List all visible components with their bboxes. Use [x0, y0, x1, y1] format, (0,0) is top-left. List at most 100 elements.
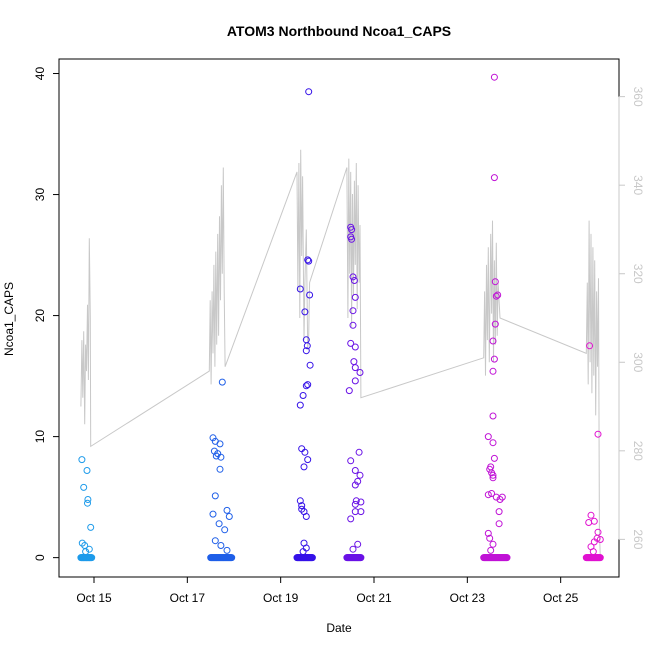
data-point [217, 542, 225, 549]
data-point [211, 537, 219, 545]
data-point [348, 235, 356, 243]
data-point [87, 523, 95, 531]
y2-tick-label: 320 [631, 264, 645, 284]
data-point [351, 364, 359, 372]
data-point [489, 471, 497, 479]
data-point [586, 342, 594, 350]
data-point [85, 545, 93, 553]
data-point [305, 257, 313, 265]
y-tick-label: 20 [33, 309, 47, 323]
data-point [215, 520, 223, 528]
data-point [299, 392, 307, 399]
data-point [223, 546, 231, 554]
data-points [77, 73, 604, 562]
data-point [484, 433, 492, 441]
data-point [489, 474, 497, 482]
data-point [78, 539, 86, 547]
secondary-series-line [80, 149, 601, 558]
data-point [304, 381, 312, 389]
data-point [489, 540, 497, 548]
x-tick-label: Oct 19 [263, 591, 299, 605]
x-tick-label: Oct 21 [356, 591, 392, 605]
data-point [212, 452, 220, 460]
data-point [490, 73, 498, 81]
data-point [357, 498, 365, 506]
data-point [490, 355, 498, 363]
y-axis-left: 0 10 20 30 40 [33, 67, 60, 561]
x-tick-label: Oct 15 [76, 591, 112, 605]
data-point [351, 500, 359, 508]
data-point [489, 412, 497, 420]
data-point [589, 548, 597, 556]
data-point [351, 293, 359, 301]
y-axis-right: 260 280 300 320 340 360 [618, 87, 645, 550]
y-tick-label: 0 [33, 554, 47, 561]
point-group [293, 88, 316, 562]
point-group [77, 456, 96, 562]
data-point [345, 387, 353, 395]
data-point [302, 513, 310, 520]
data-point [209, 510, 217, 518]
y2-tick-label: 340 [631, 175, 645, 195]
data-point [296, 285, 304, 293]
y-tick-label: 40 [33, 67, 47, 81]
data-point [347, 339, 355, 347]
x-axis-label: Date [326, 621, 352, 635]
data-point [596, 554, 604, 562]
data-point [298, 502, 306, 510]
data-point [306, 361, 314, 369]
data-point [217, 453, 225, 461]
secondary-line [80, 149, 601, 558]
data-point [351, 343, 359, 351]
data-point [503, 554, 511, 562]
data-point [487, 546, 495, 554]
y-tick-label: 30 [33, 188, 47, 202]
y2-tick-label: 260 [631, 529, 645, 549]
data-point [299, 548, 307, 556]
data-point [489, 337, 497, 345]
data-point [496, 496, 504, 503]
data-point [349, 273, 357, 281]
data-point [495, 508, 503, 516]
data-point [351, 377, 359, 385]
data-point [490, 454, 498, 462]
data-point [491, 278, 499, 286]
x-axis: Oct 15 Oct 17 Oct 19 Oct 21 Oct 23 Oct 25 [76, 576, 579, 605]
data-point [492, 292, 500, 300]
data-point [587, 511, 595, 519]
data-point [300, 463, 308, 471]
data-point [221, 526, 229, 534]
data-point [225, 513, 233, 520]
data-point [302, 382, 310, 390]
data-point [301, 308, 309, 316]
data-point [355, 448, 363, 456]
data-point [490, 174, 498, 182]
data-point [83, 467, 91, 474]
y2-tick-label: 300 [631, 352, 645, 372]
data-point [357, 554, 365, 562]
data-point [218, 378, 226, 386]
data-point [498, 493, 506, 501]
y-axis-label: Ncoa1_CAPS [2, 282, 16, 356]
point-group [480, 73, 511, 562]
data-point [347, 457, 355, 465]
data-point [301, 448, 309, 456]
data-point [88, 554, 96, 562]
data-point [228, 554, 236, 562]
data-point [304, 256, 312, 264]
x-tick-label: Oct 17 [170, 591, 206, 605]
data-point [486, 465, 494, 473]
data-point [209, 434, 217, 442]
data-point [594, 430, 602, 438]
data-point [296, 497, 304, 505]
point-group [343, 223, 365, 562]
data-point [304, 456, 312, 464]
data-point [211, 492, 219, 500]
data-point [354, 477, 362, 485]
data-point [489, 367, 497, 375]
data-point [351, 481, 359, 489]
data-point [82, 548, 90, 556]
data-point [349, 321, 357, 329]
